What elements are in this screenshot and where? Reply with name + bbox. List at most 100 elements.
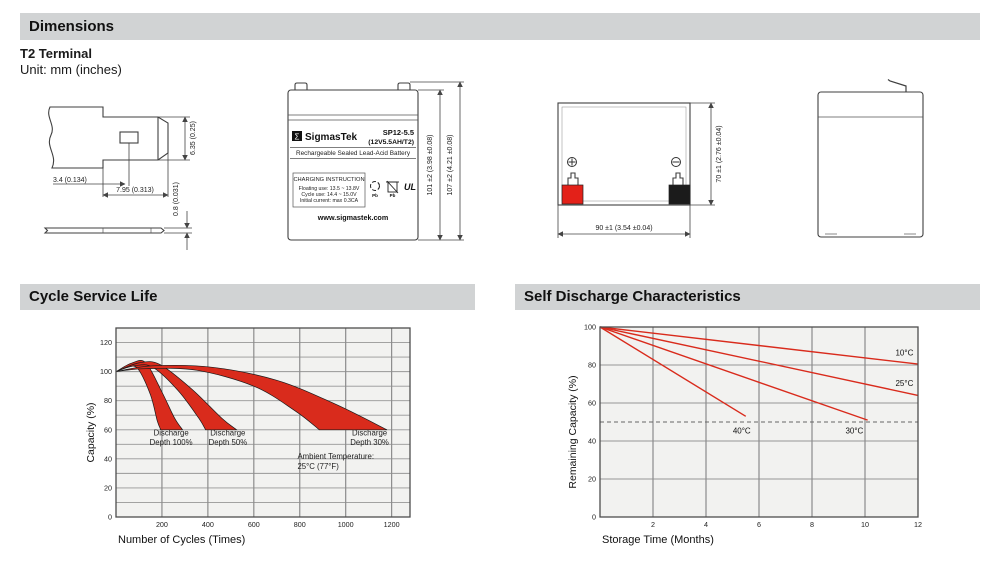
terminal-side-strip: 0.8 (0.031)	[43, 182, 192, 250]
ul-mark-icon: UL	[404, 182, 416, 192]
section-header-cycle-service-life: Cycle Service Life	[20, 284, 475, 310]
section-title-dimensions: Dimensions	[29, 18, 115, 35]
svg-text:40: 40	[104, 454, 112, 463]
svg-text:20: 20	[588, 475, 596, 484]
svg-text:6: 6	[757, 520, 761, 529]
charging-line-1: Floating use: 13.5 ~ 13.8V	[299, 186, 360, 192]
battery-front-view-drawing: Σ SigmasTek SP12-5.5 (12V5.5AH/T2) Recha…	[287, 81, 464, 241]
self-discharge-line	[599, 326, 919, 397]
svg-text:4: 4	[704, 520, 708, 529]
recycle-pb-icon: Pb	[370, 181, 380, 198]
svg-text:20: 20	[104, 483, 112, 492]
svg-text:120: 120	[100, 338, 112, 347]
svg-text:25°C: 25°C	[895, 379, 913, 388]
svg-text:Pb: Pb	[372, 193, 378, 198]
negative-terminal-tab	[672, 172, 684, 185]
svg-text:0: 0	[108, 513, 112, 522]
terminal-profile-outline	[48, 106, 169, 169]
svg-text:Ambient Temperature:: Ambient Temperature:	[297, 452, 374, 461]
plus-terminal-icon	[567, 157, 577, 167]
section-title-self-discharge: Self Discharge Characteristics	[524, 288, 741, 305]
svg-text:1000: 1000	[338, 520, 354, 529]
svg-text:Depth 50%: Depth 50%	[209, 438, 248, 447]
unit-note: Unit: mm (inches)	[20, 62, 122, 77]
svg-text:30°C: 30°C	[845, 426, 863, 435]
svg-text:40: 40	[588, 437, 596, 446]
charging-line-3: Initial current: max 0.3CA	[300, 198, 359, 204]
model-text: SP12-5.5	[383, 128, 414, 137]
section-header-dimensions: Dimensions	[20, 13, 980, 40]
charging-line-2: Cycle use: 14.4 ~ 15.0V	[301, 192, 357, 198]
top-view-dimensions: 90 ±1 (3.54 ±0.04) 70 ±1 (2.76 ±0.04)	[557, 102, 723, 238]
terminal-tab-left	[294, 82, 308, 90]
dim-width-label: 90 ±1 (3.54 ±0.04)	[595, 225, 652, 232]
minus-terminal-icon	[671, 157, 681, 167]
positive-terminal-base-red	[561, 184, 584, 205]
self-discharge-line	[599, 326, 868, 421]
dim-depth-label: 70 ±1 (2.76 ±0.04)	[716, 125, 723, 182]
svg-text:12: 12	[914, 520, 922, 529]
svg-text:60: 60	[104, 425, 112, 434]
pb-trash-icon: Pb	[386, 180, 399, 198]
svg-text:400: 400	[202, 520, 214, 529]
spec-text: (12V5.5AH/T2)	[368, 139, 414, 146]
positive-terminal-tab	[567, 172, 579, 185]
dim-tab-height-label: 6.35 (0.25)	[190, 121, 197, 155]
svg-text:0: 0	[592, 513, 596, 522]
svg-text:Discharge: Discharge	[154, 429, 189, 438]
dim-tab-width-label: 7.95 (0.313)	[116, 187, 154, 194]
svg-text:Storage Time (Months): Storage Time (Months)	[602, 534, 714, 546]
self-discharge-chart: 0 20 40 60 80 100 2 4 6 8 10 12 Storage Time (Months…	[567, 323, 922, 547]
svg-text:200: 200	[156, 520, 168, 529]
svg-text:2: 2	[651, 520, 655, 529]
svg-text:25°C (77°F): 25°C (77°F)	[297, 462, 339, 471]
terminal-tab-right	[397, 82, 411, 90]
self-discharge-line	[599, 326, 919, 365]
top-view-inner-line	[561, 106, 687, 202]
side-view-terminal-wire	[887, 79, 907, 92]
terminal-dimensions: 3.4 (0.134) 7.95 (0.313) 6.35 (0.25)	[53, 116, 197, 198]
svg-text:80: 80	[104, 396, 112, 405]
dim-thickness-label: 0.8 (0.031)	[173, 182, 180, 216]
dim-total-height-label: 107 ±2 (4.21 ±0.08)	[447, 134, 454, 195]
front-view-dimensions: 101 ±2 (3.98 ±0.08) 107 ±2 (4.21 ±0.08)	[410, 81, 464, 241]
svg-text:Capacity (%): Capacity (%)	[85, 402, 97, 462]
charging-instruction-box	[292, 172, 366, 208]
svg-text:800: 800	[294, 520, 306, 529]
discharge-band	[115, 361, 238, 431]
self-discharge-line	[599, 326, 747, 417]
terminal-detail-drawing: 3.4 (0.134) 7.95 (0.313) 6.35 (0.25) 0.8…	[43, 106, 197, 250]
brand-text: SigmasTek	[305, 132, 357, 143]
terminal-slot	[119, 131, 139, 144]
dim-case-height-label: 101 ±2 (3.98 ±0.08)	[427, 134, 434, 195]
battery-type-line: Rechargeable Sealed Lead-Acid Battery	[296, 150, 411, 157]
svg-text:100: 100	[100, 367, 112, 376]
website-text: www.sigmastek.com	[317, 213, 388, 222]
svg-text:Discharge: Discharge	[352, 429, 387, 438]
svg-text:40°C: 40°C	[733, 426, 751, 435]
svg-text:80: 80	[588, 361, 596, 370]
svg-text:Depth 100%: Depth 100%	[150, 438, 193, 447]
sigma-logo-icon	[292, 131, 302, 141]
discharge-band	[115, 360, 184, 431]
svg-text:8: 8	[810, 520, 814, 529]
section-title-cycle: Cycle Service Life	[29, 288, 158, 305]
negative-terminal-base-black	[668, 184, 691, 205]
dim-offset-label: 3.4 (0.134)	[53, 177, 87, 184]
svg-text:Number of Cycles (Times): Number of Cycles (Times)	[118, 534, 245, 546]
svg-text:Pb: Pb	[390, 193, 396, 198]
svg-text:1200: 1200	[384, 520, 400, 529]
product-label: Σ SigmasTek SP12-5.5 (12V5.5AH/T2) Recha…	[290, 128, 416, 222]
side-view-outline	[817, 91, 924, 238]
battery-side-view-drawing	[817, 79, 924, 238]
sigma-glyph: Σ	[295, 133, 300, 142]
discharge-band	[115, 364, 388, 431]
svg-text:60: 60	[588, 399, 596, 408]
terminal-type-heading: T2 Terminal	[20, 46, 93, 61]
charging-title: CHARGING INSTRUCTION	[293, 177, 364, 183]
section-header-self-discharge: Self Discharge Characteristics	[515, 284, 980, 310]
svg-text:Remaining Capacity (%): Remaining Capacity (%)	[567, 375, 579, 488]
battery-case-front	[287, 82, 419, 241]
svg-text:10: 10	[861, 520, 869, 529]
